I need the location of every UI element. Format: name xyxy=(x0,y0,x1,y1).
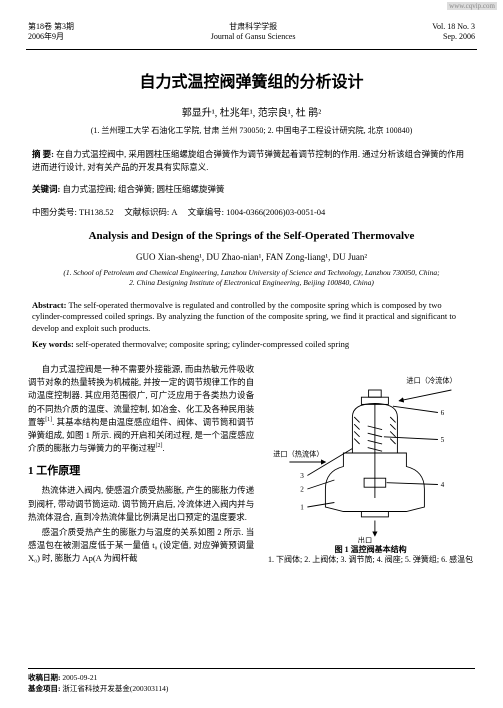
keywords-en-text: self-operated thermovalve; composite spr… xyxy=(76,339,349,349)
section-1-heading: 1 工作原理 xyxy=(28,463,254,480)
figure-1-svg: 进口（冷流体） 进口（热流体） 出口 1 2 3 4 5 6 xyxy=(266,363,475,543)
authors-cn: 郭显升¹, 杜兆年¹, 范宗良¹, 杜 鹃² xyxy=(0,104,503,119)
para-1b: . 其基本结构是由温度感应组件、阀体、调节筒和调节弹簧组成, 如图 1 所示. … xyxy=(28,417,254,453)
recv-label: 收稿日期: xyxy=(28,673,61,682)
abstract-cn-text: 在自力式温控阀中, 采用圆柱压缩螺旋组合弹簧作为调节弹簧起着调节控制的作用. 通… xyxy=(32,149,464,172)
affil-en: (1. School of Petroleum and Chemical Eng… xyxy=(0,268,503,288)
abstract-en-label: Abstract: xyxy=(32,300,66,310)
artno-label: 文章编号: xyxy=(188,207,224,217)
keywords-en-label: Key words: xyxy=(32,339,74,349)
abstract-en-text: The self-operated thermovalve is regulat… xyxy=(32,300,456,334)
inlet-hot-label: 进口（热流体） xyxy=(273,450,323,459)
abstract-cn: 摘 要: 在自力式温控阀中, 采用圆柱压缩螺旋组合弹簧作为调节弹簧起着调节控制的… xyxy=(0,148,503,174)
para-2: 热流体进入阀内, 使感温介质受热膨胀, 产生的膨胀力传递到阀杆, 带动调节筒运动… xyxy=(28,484,254,524)
callout-6: 6 xyxy=(441,409,445,417)
date-cn: 2006年9月 xyxy=(28,32,74,42)
clc-label: 中图分类号: xyxy=(32,207,77,217)
header-center: 甘肃科学学报 Journal of Gansu Sciences xyxy=(211,22,296,43)
affil-cn: (1. 兰州理工大学 石油化工学院, 甘肃 兰州 730050; 2. 中国电子… xyxy=(0,125,503,136)
keywords-cn-label: 关键词: xyxy=(32,184,60,194)
fig-caption-items: 1. 下阀体; 2. 上阀体; 3. 调节筒; 4. 阀座; 5. 弹簧组; 6… xyxy=(268,555,473,565)
header-right: Vol. 18 No. 3 Sep. 2006 xyxy=(432,22,475,43)
doccode-label: 文献标识码: xyxy=(124,207,169,217)
artno-value: 1004-0366(2006)03-0051-04 xyxy=(226,207,325,217)
watermark: www.cqvip.com xyxy=(447,2,497,10)
fig-caption-title: 图 1 温控阀基本结构 xyxy=(268,545,473,555)
header-rule xyxy=(26,49,477,50)
callout-2: 2 xyxy=(300,486,304,494)
body-text: 自力式温控阀是一种不需要外接能源, 而由热敏元件吸收调节对象的热量转换为机械能,… xyxy=(28,363,254,567)
affil-en-2: 2. China Designing Institute of Electron… xyxy=(28,278,475,288)
journal-cn: 甘肃科学学报 xyxy=(211,22,296,32)
clc-value: TH138.52 xyxy=(79,207,114,217)
abstract-cn-label: 摘 要: xyxy=(32,149,54,159)
callout-4: 4 xyxy=(441,481,445,489)
authors-en: GUO Xian-sheng¹, DU Zhao-nian¹, FAN Zong… xyxy=(0,252,503,262)
vol-issue-en: Vol. 18 No. 3 xyxy=(432,22,475,32)
callout-5: 5 xyxy=(441,436,445,444)
fund-text: 浙江省科技开发基金(200303114) xyxy=(62,684,168,693)
journal-en: Journal of Gansu Sciences xyxy=(211,32,296,42)
callout-3: 3 xyxy=(300,472,304,480)
header-left: 第18卷 第3期 2006年9月 xyxy=(28,22,74,43)
figure-1: 进口（冷流体） 进口（热流体） 出口 1 2 3 4 5 6 xyxy=(266,363,475,567)
para-1: 自力式温控阀是一种不需要外接能源, 而由热敏元件吸收调节对象的热量转换为机械能,… xyxy=(28,363,254,455)
title-en: Analysis and Design of the Springs of th… xyxy=(0,230,503,242)
keywords-en: Key words: self-operated thermovalve; co… xyxy=(0,339,503,351)
callout-1: 1 xyxy=(300,504,304,512)
recv-date: 2005-09-21 xyxy=(62,673,97,682)
vol-issue-cn: 第18卷 第3期 xyxy=(28,22,74,32)
para-3: 感温介质受热产生的膨胀力与温度的关系如图 2 所示. 当感温包在被测温度低于某一… xyxy=(28,526,254,566)
figure-1-caption: 图 1 温控阀基本结构 1. 下阀体; 2. 上阀体; 3. 调节筒; 4. 阀… xyxy=(268,545,473,566)
keywords-cn: 关键词: 自力式温控阀; 组合弹簧; 圆柱压缩螺旋弹簧 xyxy=(0,183,503,196)
fund-label: 基金项目: xyxy=(28,684,61,693)
running-header: 第18卷 第3期 2006年9月 甘肃科学学报 Journal of Gansu… xyxy=(0,0,503,47)
footer: 收稿日期: 2005-09-21 基金项目: 浙江省科技开发基金(2003031… xyxy=(28,668,475,694)
outlet-label: 出口 xyxy=(358,536,372,543)
affil-en-1: (1. School of Petroleum and Chemical Eng… xyxy=(28,268,475,278)
title-cn: 自力式温控阀弹簧组的分析设计 xyxy=(0,68,503,92)
inlet-cold-label: 进口（冷流体） xyxy=(407,376,457,385)
date-en: Sep. 2006 xyxy=(432,32,475,42)
abstract-en: Abstract: The self-operated thermovalve … xyxy=(0,300,503,336)
cite-2: [2] xyxy=(156,443,163,449)
doccode-value: A xyxy=(171,207,177,217)
classification-row: 中图分类号: TH138.52 文献标识码: A 文章编号: 1004-0366… xyxy=(0,206,503,218)
keywords-cn-text: 自力式温控阀; 组合弹簧; 圆柱压缩螺旋弹簧 xyxy=(62,184,224,194)
body-columns: 自力式温控阀是一种不需要外接能源, 而由热敏元件吸收调节对象的热量转换为机械能,… xyxy=(0,355,503,567)
